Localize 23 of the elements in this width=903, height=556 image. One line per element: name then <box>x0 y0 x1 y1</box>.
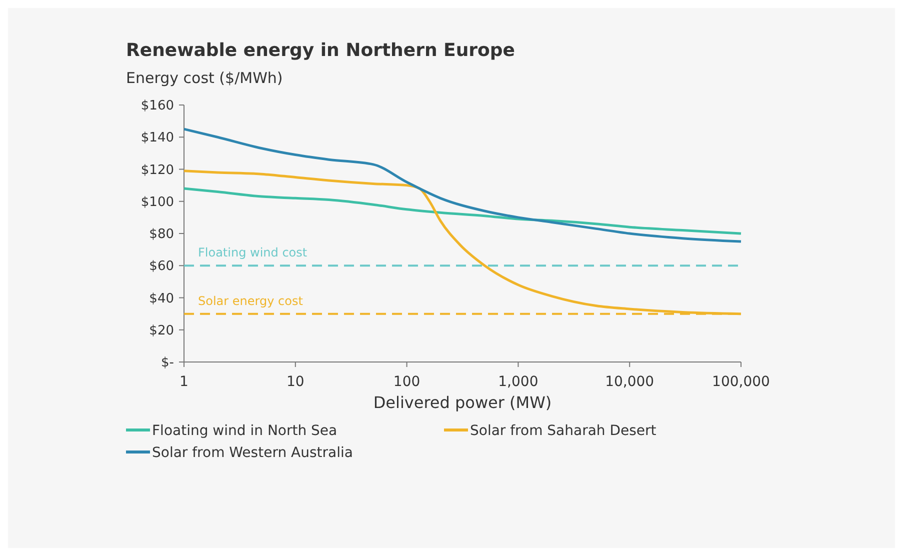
y-tick-label: $40 <box>149 291 174 306</box>
x-axis-title: Delivered power (MW) <box>373 393 552 412</box>
y-tick-label: $60 <box>149 259 174 274</box>
legend-label: Solar from Saharah Desert <box>470 422 657 439</box>
legend-label: Solar from Western Australia <box>152 444 353 461</box>
y-tick-label: $160 <box>140 98 174 114</box>
chart-title: Renewable energy in Northern Europe <box>126 40 515 61</box>
y-tick-label: $80 <box>149 227 174 242</box>
x-tick-label: 1,000 <box>498 374 538 390</box>
x-tick-label: 10,000 <box>605 374 654 390</box>
y-tick-label: $20 <box>149 323 174 338</box>
x-tick-label: 1 <box>180 374 188 390</box>
y-axis-title: Energy cost ($/MWh) <box>126 69 283 87</box>
ref-line-label: Floating wind cost <box>198 246 308 260</box>
y-tick-label: $140 <box>140 130 174 146</box>
ref-line-label: Solar energy cost <box>198 294 304 308</box>
legend-label: Floating wind in North Sea <box>152 422 338 439</box>
y-tick-label: $- <box>161 356 174 371</box>
x-tick-label: 100 <box>393 374 420 390</box>
y-tick-label: $120 <box>140 162 174 178</box>
y-tick-label: $100 <box>140 194 174 210</box>
x-tick-label: 100,000 <box>712 374 770 390</box>
x-tick-label: 10 <box>286 374 304 390</box>
